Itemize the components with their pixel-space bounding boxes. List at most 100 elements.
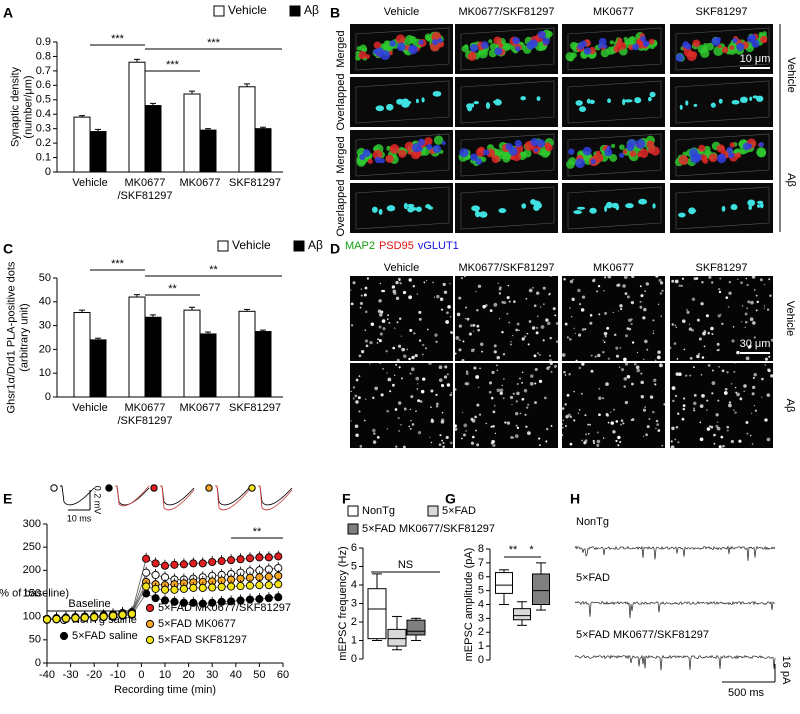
puncta xyxy=(359,306,362,309)
stain-spot xyxy=(404,35,415,45)
puncta xyxy=(550,425,553,427)
puncta xyxy=(631,341,635,344)
puncta xyxy=(656,423,660,426)
puncta xyxy=(354,394,358,398)
puncta xyxy=(630,318,633,321)
puncta xyxy=(646,348,649,351)
trace-label: NonTg xyxy=(576,516,609,528)
puncta xyxy=(525,297,528,300)
bar xyxy=(73,116,91,173)
puncta xyxy=(718,287,721,291)
puncta xyxy=(415,410,417,413)
significance-label: *** xyxy=(166,59,180,71)
scale-label: 0.2 mV xyxy=(93,486,103,515)
puncta xyxy=(419,400,423,403)
puncta xyxy=(655,359,657,361)
puncta xyxy=(447,305,451,309)
puncta xyxy=(488,390,492,394)
point xyxy=(179,560,188,569)
y-tick-label: 4 xyxy=(478,598,484,610)
puncta xyxy=(381,289,384,293)
legend-label: 5×FAD saline xyxy=(72,630,138,642)
puncta xyxy=(670,440,673,443)
puncta xyxy=(388,321,391,325)
puncta xyxy=(377,436,380,439)
overlap-spot xyxy=(649,91,656,98)
puncta xyxy=(479,367,481,370)
puncta xyxy=(770,374,774,378)
puncta xyxy=(740,281,743,285)
x-tick-label: MK0677/SKF81297 xyxy=(117,177,172,202)
puncta xyxy=(631,274,635,279)
puncta xyxy=(639,300,642,303)
puncta xyxy=(669,346,672,349)
point xyxy=(217,582,226,592)
puncta xyxy=(355,378,359,382)
puncta xyxy=(657,429,661,432)
puncta xyxy=(466,317,470,321)
x-tick-label: MK0677/SKF81297 xyxy=(117,402,172,427)
puncta xyxy=(434,333,438,337)
puncta xyxy=(552,307,556,311)
y-tick-label: 100 xyxy=(23,611,41,623)
puncta xyxy=(617,444,620,447)
puncta xyxy=(642,316,646,320)
puncta xyxy=(385,350,388,353)
puncta xyxy=(399,282,402,285)
puncta xyxy=(525,425,528,428)
stain-spot xyxy=(396,42,406,52)
puncta xyxy=(450,392,453,394)
overlap-spot xyxy=(638,198,648,205)
puncta xyxy=(472,323,476,327)
stain-spot xyxy=(526,41,535,50)
puncta xyxy=(449,393,452,397)
puncta xyxy=(515,328,518,332)
puncta xyxy=(499,391,503,395)
puncta xyxy=(537,315,539,318)
puncta xyxy=(655,427,657,430)
puncta xyxy=(411,423,415,426)
puncta xyxy=(685,309,688,311)
frame xyxy=(567,186,662,230)
puncta xyxy=(476,324,480,328)
puncta xyxy=(736,392,740,397)
puncta xyxy=(496,388,501,393)
stain-spot xyxy=(424,137,433,146)
puncta xyxy=(699,404,704,408)
puncta xyxy=(659,292,663,295)
puncta xyxy=(389,390,392,393)
puncta xyxy=(589,314,593,317)
puncta xyxy=(449,283,451,285)
stain-spot xyxy=(374,156,382,164)
puncta xyxy=(721,369,725,373)
y-tick-label: 0.6 xyxy=(36,79,51,91)
overlap-spot xyxy=(605,201,613,209)
puncta xyxy=(663,403,666,406)
overlap-spot xyxy=(432,90,442,97)
puncta xyxy=(463,423,468,428)
puncta xyxy=(409,427,412,430)
puncta xyxy=(718,365,721,368)
stain-spot xyxy=(740,149,746,155)
puncta xyxy=(688,323,691,326)
y-tick-label: 0 xyxy=(45,166,51,178)
puncta xyxy=(709,425,711,428)
stain-spot xyxy=(650,146,660,156)
puncta xyxy=(498,318,501,320)
puncta xyxy=(561,407,565,410)
point xyxy=(274,593,283,602)
legend-label: Vehicle xyxy=(228,3,267,17)
micrograph xyxy=(670,363,773,448)
stain-spot xyxy=(433,135,444,145)
stain-spot xyxy=(530,138,539,147)
puncta xyxy=(730,439,735,444)
puncta xyxy=(655,419,659,423)
puncta xyxy=(631,382,634,386)
puncta xyxy=(604,335,607,338)
puncta xyxy=(540,306,542,308)
box xyxy=(495,572,513,594)
puncta xyxy=(620,307,623,311)
current-trace xyxy=(574,600,776,619)
puncta xyxy=(692,366,695,369)
puncta xyxy=(640,372,643,375)
